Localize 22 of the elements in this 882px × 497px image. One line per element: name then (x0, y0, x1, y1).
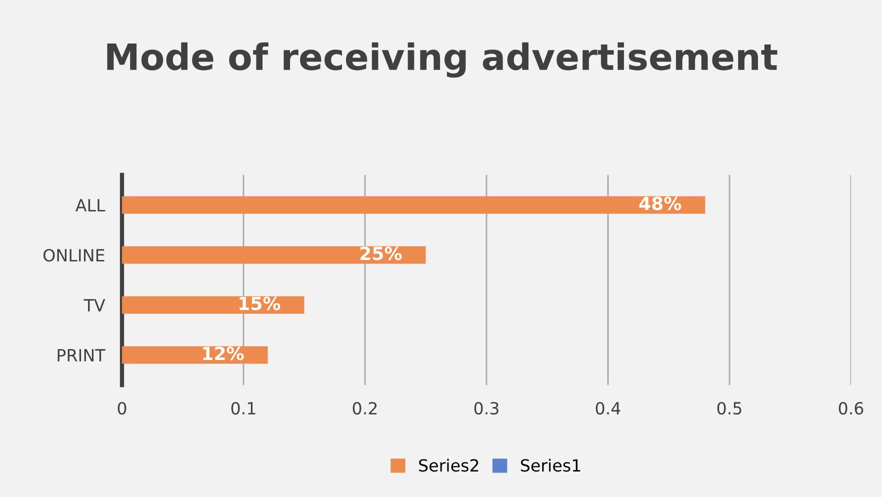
x-tick-label: 0.5 (717, 402, 742, 415)
x-tick-label: 0.6 (838, 402, 864, 415)
bar (122, 296, 304, 314)
y-tick-label: ONLINE (43, 248, 104, 262)
bar (122, 196, 706, 214)
bar (122, 346, 268, 364)
data-label: 25% (360, 246, 402, 260)
x-tick-label: 0 (118, 402, 126, 415)
y-tick-label: PRINT (58, 349, 106, 362)
legend-label: Series1 (520, 458, 580, 472)
data-label: 12% (203, 346, 244, 360)
y-tick-label: ALL (75, 199, 106, 212)
x-tick-label: 0.1 (231, 402, 256, 415)
x-tick-label: 0.2 (352, 402, 377, 415)
data-label: 48% (639, 196, 682, 210)
y-tick-label: TV (84, 299, 106, 312)
chart-title: Mode of receiving advertisement (107, 42, 778, 78)
x-tick-label: 0.4 (596, 402, 620, 415)
bar (122, 246, 426, 264)
legend-label: Series2 (419, 458, 478, 472)
x-tick-label: 0.3 (474, 402, 498, 415)
data-label: 15% (240, 296, 280, 310)
